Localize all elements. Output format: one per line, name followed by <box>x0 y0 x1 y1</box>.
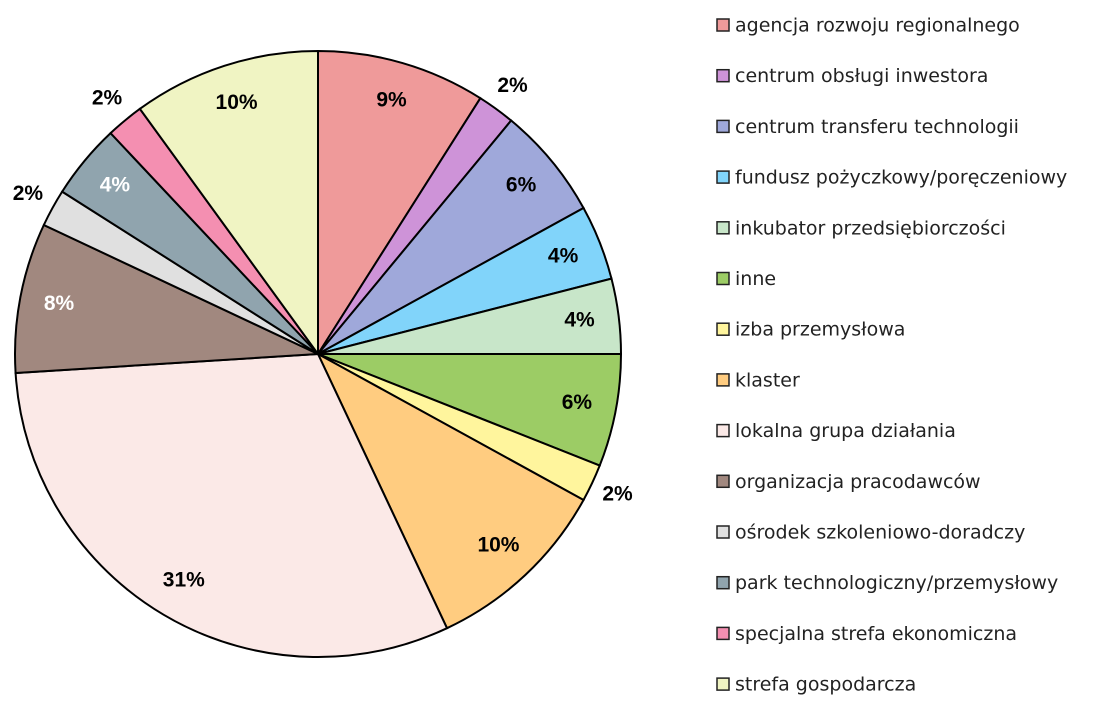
legend-label: centrum obsługi inwestora <box>735 65 988 87</box>
data-label: 4% <box>548 245 579 268</box>
legend-label: specjalna strefa ekonomiczna <box>735 623 1017 645</box>
legend-swatch <box>716 119 730 134</box>
legend-label: organizacja pracodawców <box>735 471 981 493</box>
legend-label: park technologiczny/przemysłowy <box>735 572 1058 594</box>
data-label: 2% <box>602 482 633 505</box>
legend-swatch <box>716 68 730 83</box>
legend-label: strefa gospodarcza <box>735 674 916 696</box>
pie-slice <box>315 351 585 630</box>
legend-swatch <box>716 626 730 641</box>
legend-swatch <box>716 373 730 387</box>
data-label: 10% <box>477 534 519 557</box>
legend-label: fundusz pożyczkowy/poręczeniowy <box>735 167 1067 189</box>
legend-label: inne <box>735 268 776 290</box>
data-label: 9% <box>376 88 407 111</box>
pie-slice <box>14 223 319 375</box>
legend-swatch <box>716 423 730 438</box>
legend-swatch <box>716 677 730 691</box>
legend-swatch <box>716 525 730 539</box>
data-label: 6% <box>506 174 537 197</box>
data-label: 2% <box>13 182 44 205</box>
legend-label: centrum transferu technologii <box>735 116 1019 138</box>
legend-label: klaster <box>735 369 800 391</box>
data-label: 4% <box>564 309 595 332</box>
legend-swatch <box>716 170 730 184</box>
legend-label: izba przemysłowa <box>735 319 905 341</box>
data-label: 2% <box>497 74 528 97</box>
legend-swatch <box>716 271 730 286</box>
data-label: 4% <box>100 174 131 197</box>
data-label: 31% <box>163 568 205 591</box>
data-label: 2% <box>92 87 123 110</box>
legend-label: inkubator przedsiębiorczości <box>735 217 1006 239</box>
legend-label: lokalna grupa działania <box>735 420 956 442</box>
pie-slice <box>317 49 482 358</box>
data-label: 10% <box>216 91 258 114</box>
data-label: 6% <box>562 391 593 414</box>
data-label: 8% <box>44 292 75 315</box>
legend-swatch <box>716 18 730 32</box>
legend-swatch <box>716 474 730 489</box>
legend-label: ośrodek szkoleniowo-doradczy <box>735 522 1025 544</box>
legend-swatch <box>716 575 730 590</box>
pie-slice <box>138 49 319 358</box>
legend-swatch <box>716 322 730 336</box>
pie-slice <box>14 352 449 658</box>
legend-label: agencja rozwoju regionalnego <box>735 15 1020 37</box>
legend-swatch <box>716 221 730 235</box>
